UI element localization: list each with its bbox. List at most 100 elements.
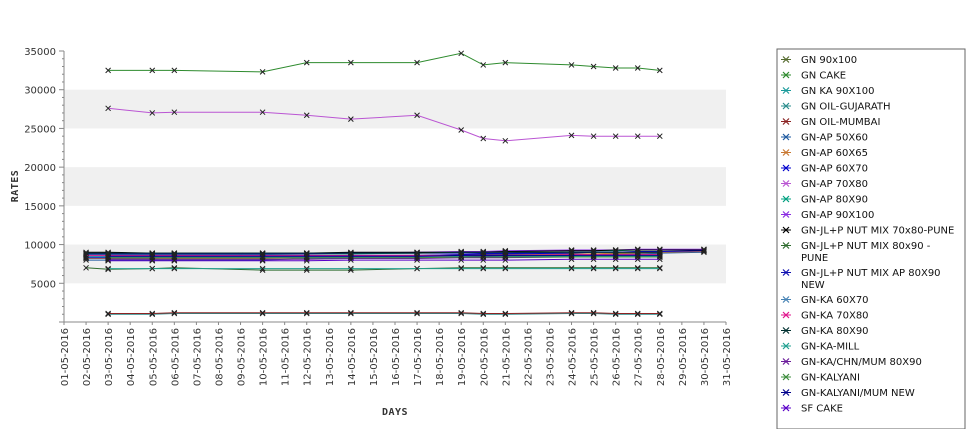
- data-point: [656, 256, 663, 263]
- data-point: [303, 257, 310, 264]
- data-point: [171, 257, 178, 264]
- x-axis-title: DAYS: [382, 407, 408, 418]
- legend-label: GN-JL+P NUT MIX 80x90 -PUNE: [801, 241, 931, 264]
- legend-item: GN-AP 70X80: [781, 179, 868, 190]
- y-axis-title: RATES: [10, 170, 21, 203]
- data-point: [612, 65, 619, 71]
- legend-label: GN-AP 70X80: [801, 179, 868, 190]
- data-point: [634, 310, 641, 317]
- legend-item: GN-KA-MILL: [781, 342, 860, 353]
- legend-marker: [782, 71, 790, 79]
- x-tick-label: 26-05-2016: [612, 328, 623, 386]
- legend-label: GN-KA/CHN/MUM 80X90: [801, 357, 922, 368]
- series: [105, 256, 663, 264]
- legend-marker: [782, 404, 790, 412]
- data-point: [612, 133, 619, 140]
- x-tick-label: 03-05-2016: [104, 328, 115, 386]
- data-point: [480, 254, 487, 261]
- data-point: [149, 67, 156, 74]
- legend-item: GN-AP 60X70: [781, 164, 868, 175]
- legend-item: GN-JL+P NUT MIX AP 80X90 NEW: [781, 268, 941, 291]
- legend-label: GN-AP 60X70: [801, 164, 868, 175]
- x-tick-label: 23-05-2016: [545, 328, 556, 386]
- x-tick-label: 18-05-2016: [435, 328, 446, 386]
- x-tick-label: 13-05-2016: [325, 328, 336, 386]
- data-point: [259, 69, 266, 75]
- x-axis: 01-05-2016 02-05-2016 03-05-2016 04-05-2016…: [60, 321, 733, 386]
- data-point: [105, 310, 111, 317]
- y-tick-label: 15000: [24, 202, 56, 213]
- data-point: [590, 251, 597, 258]
- data-point: [303, 265, 310, 272]
- x-tick-label: 30-05-2016: [700, 328, 711, 386]
- data-point: [568, 310, 575, 317]
- data-point: [458, 257, 465, 263]
- data-point: [612, 264, 619, 271]
- legend-item: GN-KA 80X90: [781, 326, 869, 337]
- data-point: [634, 65, 641, 71]
- data-point: [171, 67, 178, 74]
- y-tick-label: 35000: [24, 47, 56, 58]
- x-tick-label: 24-05-2016: [568, 328, 579, 386]
- data-point: [458, 264, 465, 271]
- data-point: [480, 265, 487, 272]
- data-point: [105, 266, 111, 273]
- legend-item: GN-AP 90X100: [781, 210, 874, 221]
- data-point: [701, 247, 707, 253]
- legend-item: GN-JL+P NUT MIX 80x90 -PUNE: [781, 241, 931, 264]
- legend-label: GN CAKE: [801, 71, 846, 82]
- data-point: [414, 257, 420, 263]
- legend-label: GN 90x100: [801, 55, 857, 66]
- legend-marker: [782, 87, 790, 94]
- data-point: [259, 109, 266, 116]
- data-point: [568, 251, 575, 258]
- data-point: [149, 110, 156, 116]
- legend-marker: [782, 164, 790, 172]
- legend-label: GN-JL+P NUT MIX 70x80-PUNE: [801, 226, 954, 237]
- legend-label: SF CAKE: [801, 404, 843, 415]
- data-point: [348, 59, 354, 66]
- legend-marker: [782, 102, 790, 110]
- series: [105, 105, 663, 144]
- legend-item: GN OIL-MUMBAI: [781, 117, 880, 128]
- data-point: [480, 62, 487, 68]
- legend-marker: [782, 211, 790, 218]
- legend-marker: [782, 180, 790, 187]
- legend-marker: [782, 195, 790, 203]
- legend-marker: [782, 269, 790, 276]
- data-point: [414, 265, 420, 272]
- x-tick-label: 15-05-2016: [369, 328, 380, 386]
- data-point: [568, 265, 575, 272]
- data-point: [634, 251, 641, 258]
- y-axis: 5000 10000 15000 20000 25000 30000 35000: [24, 47, 65, 323]
- legend-item: GN-KALYANI/MUM NEW: [781, 388, 915, 399]
- data-point: [458, 50, 465, 57]
- data-point: [105, 265, 111, 272]
- x-tick-label: 11-05-2016: [281, 328, 292, 386]
- x-tick-label: 19-05-2016: [457, 328, 468, 386]
- data-point: [568, 256, 575, 263]
- data-point: [656, 265, 663, 272]
- data-point: [171, 309, 178, 316]
- legend-label: GN-KALYANI/MUM NEW: [801, 388, 915, 399]
- legend-marker: [782, 296, 790, 303]
- series: [105, 265, 663, 272]
- data-point: [105, 311, 111, 318]
- x-tick-label: 28-05-2016: [656, 328, 667, 386]
- data-point: [149, 253, 156, 260]
- x-tick-label: 21-05-2016: [501, 328, 512, 386]
- data-point: [259, 253, 266, 260]
- data-point: [612, 310, 619, 317]
- data-point: [480, 252, 487, 259]
- data-point: [149, 257, 156, 264]
- data-point: [656, 251, 663, 258]
- series: [105, 309, 663, 317]
- legend-marker: [782, 242, 790, 249]
- data-point: [105, 253, 111, 260]
- y-tick-label: 5000: [31, 279, 56, 290]
- legend-label: GN OIL-GUJARATH: [801, 102, 891, 113]
- y-tick-label: 30000: [24, 86, 56, 97]
- data-point: [590, 309, 597, 316]
- legend-item: GN-KALYANI: [781, 373, 860, 384]
